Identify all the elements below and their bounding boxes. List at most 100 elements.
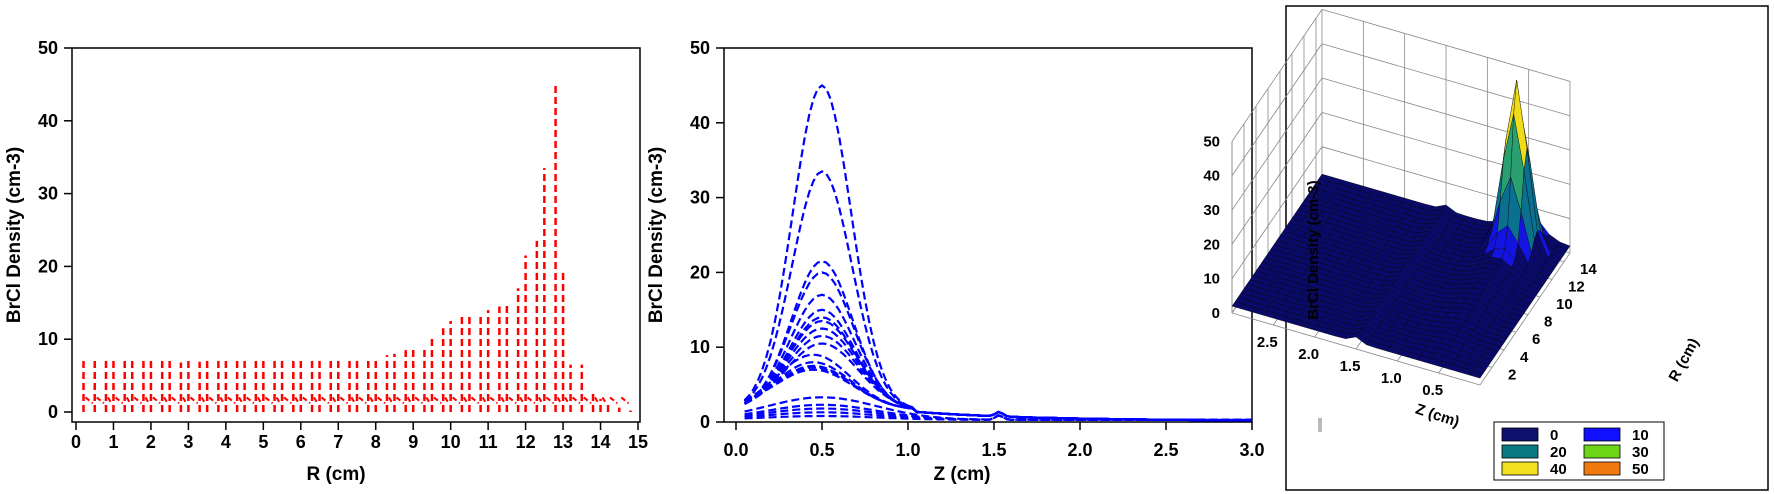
ridge-segment bbox=[519, 396, 525, 404]
profile-curve bbox=[743, 83, 1252, 422]
ridge-segment bbox=[114, 396, 124, 405]
x-tick-label: 1 bbox=[108, 432, 118, 452]
grid-line bbox=[1231, 77, 1323, 211]
x-tick-label: 2.0 bbox=[1067, 440, 1092, 460]
z-tick-label: 0 bbox=[1212, 305, 1220, 322]
ridge-segment bbox=[200, 396, 206, 404]
legend-label: 50 bbox=[1632, 461, 1649, 478]
legend-swatch bbox=[1501, 444, 1539, 459]
y-tick-label: 50 bbox=[38, 38, 58, 58]
y-tick-label: 8 bbox=[1544, 314, 1552, 331]
y-tick-label: 50 bbox=[690, 38, 710, 58]
ridge-segment bbox=[377, 396, 386, 405]
x-tick-label: 9 bbox=[408, 432, 418, 452]
legend-label: 30 bbox=[1632, 444, 1649, 461]
ridge-segment bbox=[395, 396, 405, 405]
x-tick-label: 3.0 bbox=[1239, 440, 1264, 460]
y-tick-label: 14 bbox=[1580, 261, 1597, 278]
ridge-segment bbox=[500, 396, 506, 404]
z-tick-label: 40 bbox=[1203, 168, 1220, 185]
profile-curve bbox=[744, 293, 1252, 422]
x-tick-label: 2.0 bbox=[1298, 346, 1319, 363]
ridge-segment bbox=[433, 396, 442, 405]
ridge-segment bbox=[125, 396, 132, 404]
ridge-segment bbox=[339, 396, 349, 405]
ridge-segment bbox=[452, 396, 461, 405]
x-axis-label: R (cm) bbox=[306, 464, 365, 485]
x-tick-label: 14 bbox=[591, 432, 611, 452]
y-axis-label: BrCl Density (cm-3) bbox=[4, 147, 25, 323]
grid-line bbox=[1231, 43, 1323, 176]
ridge-segment bbox=[256, 396, 263, 404]
x-tick-label: 6 bbox=[296, 432, 306, 452]
profile-curve bbox=[744, 353, 1252, 422]
ridge-segment bbox=[526, 396, 536, 405]
y-tick-label: 10 bbox=[690, 337, 710, 357]
x-tick-label: 4 bbox=[221, 432, 231, 452]
y-tick-label: 10 bbox=[1556, 296, 1573, 313]
x-tick-label: 11 bbox=[479, 432, 498, 452]
x-tick-label: 0.5 bbox=[809, 440, 834, 460]
y-tick-label: 12 bbox=[1568, 278, 1585, 295]
ridge-segment bbox=[275, 396, 281, 404]
y-tick-label: 40 bbox=[690, 113, 710, 133]
ridge-segment bbox=[508, 396, 517, 405]
ridge-segment bbox=[331, 396, 338, 404]
z-tick-label: 10 bbox=[1203, 271, 1220, 288]
profile-curve bbox=[744, 327, 1252, 422]
y-tick-label: 20 bbox=[38, 256, 58, 276]
ridge-segment bbox=[489, 396, 499, 405]
ridge-segment bbox=[537, 396, 544, 404]
legend-label: 20 bbox=[1550, 444, 1567, 461]
y-axis-label: BrCl Density (cm-3) bbox=[646, 147, 667, 323]
y-tick-label: 10 bbox=[38, 329, 58, 349]
ridge-segment bbox=[182, 396, 188, 404]
ridge-segment bbox=[320, 396, 330, 405]
ridge-segment bbox=[583, 396, 592, 405]
y-tick-label: 30 bbox=[38, 184, 58, 204]
profile-curve bbox=[744, 414, 1252, 421]
ridge-segment bbox=[238, 396, 244, 404]
ridge-segment bbox=[189, 396, 199, 405]
legend-swatch bbox=[1501, 427, 1539, 442]
x-tick-label: 7 bbox=[333, 432, 343, 452]
ridge-segment bbox=[609, 396, 618, 405]
ridge-segment bbox=[388, 396, 394, 404]
legend-swatch bbox=[1583, 461, 1621, 476]
y-tick-label: 4 bbox=[1520, 349, 1529, 366]
legend: 0 10 20 30 40 50 bbox=[1493, 421, 1665, 481]
ridge-segment bbox=[601, 396, 607, 404]
chart-z-profiles: 0.0 0.5 1.0 1.5 2.0 2.5 3.0 0 10 20 30 40 50 Z (cm)… bbox=[646, 38, 1265, 485]
grid-line bbox=[1231, 9, 1323, 142]
z-tick-label: 30 bbox=[1203, 202, 1220, 219]
plot-frame bbox=[723, 47, 1253, 423]
x-tick-label: 8 bbox=[371, 432, 381, 452]
y-tick-label: 20 bbox=[690, 262, 710, 282]
ridge-segment bbox=[620, 396, 630, 405]
ridge-segment bbox=[171, 396, 180, 405]
ridge-segment bbox=[152, 396, 161, 405]
grid-line bbox=[1231, 146, 1323, 279]
y-tick-label: 30 bbox=[690, 188, 710, 208]
ridge-segment bbox=[144, 396, 150, 404]
ridge-segment bbox=[545, 396, 555, 405]
ridge-segment bbox=[463, 396, 469, 404]
ridge-segment bbox=[556, 396, 562, 404]
x-tick-label: 1.5 bbox=[981, 440, 1006, 460]
ridge-segment bbox=[84, 396, 94, 405]
ridge-segment bbox=[481, 396, 487, 404]
grid-line bbox=[1231, 112, 1323, 245]
legend-swatch bbox=[1501, 461, 1539, 476]
x-axis-label: Z (cm) bbox=[934, 464, 991, 485]
x-tick-label: 5 bbox=[258, 432, 268, 452]
grid-line bbox=[1231, 312, 1481, 386]
grid-line bbox=[1479, 252, 1571, 386]
z-tick-label: 20 bbox=[1203, 236, 1220, 253]
ridge-segment bbox=[96, 396, 105, 405]
panel-shadow bbox=[1318, 418, 1322, 432]
x-tick-label: 0.5 bbox=[1422, 382, 1443, 399]
ridge-segment bbox=[219, 396, 225, 404]
x-tick-label: 0.0 bbox=[723, 440, 748, 460]
